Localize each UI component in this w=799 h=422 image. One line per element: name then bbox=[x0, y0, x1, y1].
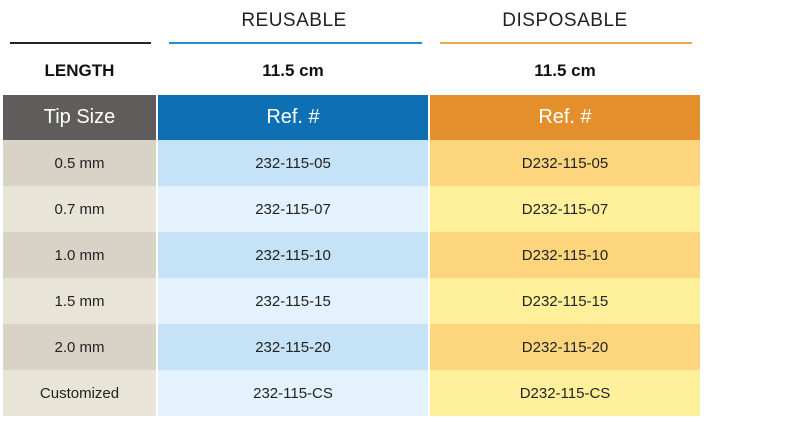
reusable-column-rule bbox=[169, 42, 422, 44]
tip-size-cell: 1.0 mm bbox=[3, 232, 156, 278]
reusable-length-value: 11.5 cm bbox=[262, 61, 324, 80]
disposable-column-title: DISPOSABLE bbox=[502, 10, 628, 31]
length-label: LENGTH bbox=[44, 61, 115, 80]
reusable-ref-cell: 232-115-05 bbox=[158, 140, 428, 186]
disposable-ref-header: Ref. # bbox=[430, 95, 700, 140]
disposable-ref-cell: D232-115-CS bbox=[430, 370, 700, 416]
reference-table: Tip Size Ref. # Ref. # 0.5 mm 232-115-05… bbox=[3, 95, 700, 416]
tip-size-cell: 0.7 mm bbox=[3, 186, 156, 232]
reusable-ref-cell: 232-115-20 bbox=[158, 324, 428, 370]
disposable-ref-cell: D232-115-20 bbox=[430, 324, 700, 370]
disposable-column-rule bbox=[440, 42, 692, 44]
tip-size-cell: 2.0 mm bbox=[3, 324, 156, 370]
tip-size-cell: 1.5 mm bbox=[3, 278, 156, 324]
disposable-ref-cell: D232-115-07 bbox=[430, 186, 700, 232]
reusable-column-title: REUSABLE bbox=[241, 10, 347, 31]
label-column-rule bbox=[10, 42, 151, 44]
disposable-length-value: 11.5 cm bbox=[534, 61, 596, 80]
reusable-ref-cell: 232-115-10 bbox=[158, 232, 428, 278]
disposable-ref-cell: D232-115-10 bbox=[430, 232, 700, 278]
tip-size-header: Tip Size bbox=[3, 95, 156, 140]
tip-size-cell: 0.5 mm bbox=[3, 140, 156, 186]
disposable-ref-cell: D232-115-15 bbox=[430, 278, 700, 324]
tip-size-cell: Customized bbox=[3, 370, 156, 416]
disposable-ref-cell: D232-115-05 bbox=[430, 140, 700, 186]
reusable-ref-cell: 232-115-15 bbox=[158, 278, 428, 324]
reusable-ref-cell: 232-115-CS bbox=[158, 370, 428, 416]
reusable-ref-header: Ref. # bbox=[158, 95, 428, 140]
reusable-ref-cell: 232-115-07 bbox=[158, 186, 428, 232]
